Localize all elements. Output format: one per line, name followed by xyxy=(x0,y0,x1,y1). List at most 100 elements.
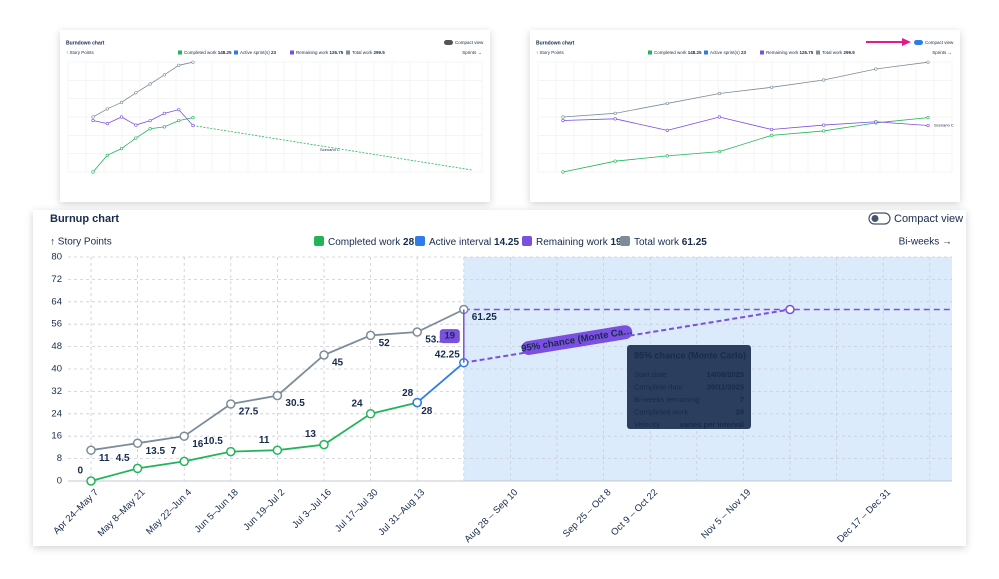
data-point xyxy=(132,438,143,448)
thumb-point xyxy=(191,60,195,64)
y-tick-label: 0 xyxy=(57,476,62,487)
thumb-line xyxy=(92,117,194,173)
data-label: 13.5 xyxy=(146,446,166,457)
thumb-point xyxy=(91,115,95,119)
legend-entry: Total work 61.25 xyxy=(634,237,707,248)
thumb-point xyxy=(148,119,152,123)
thumb-point xyxy=(134,91,138,95)
thumb-point xyxy=(162,125,167,129)
data-point xyxy=(179,431,189,441)
thumb-legend-swatch xyxy=(346,50,350,55)
thumb-line xyxy=(92,109,194,126)
thumbnail-panel xyxy=(60,30,490,202)
tooltip-value: varies per interval xyxy=(680,420,744,429)
data-point xyxy=(179,456,189,467)
y-tick-label: 40 xyxy=(51,364,62,375)
thumb-point xyxy=(119,100,124,104)
thumb-point xyxy=(874,120,878,124)
legend-swatch xyxy=(314,236,324,246)
thumb-point xyxy=(769,127,774,132)
thumb-toggle xyxy=(914,40,923,45)
compact-view: Compact view xyxy=(894,213,963,225)
thumb-y-label: ↑ Story Points xyxy=(66,50,95,55)
thumb-legend: Remaining work 126.75 xyxy=(766,50,814,55)
legend-value: 14.25 xyxy=(494,237,519,248)
forecast-badge-bg xyxy=(521,325,633,355)
legend-name: Active interval xyxy=(429,237,491,248)
thumb-point xyxy=(665,128,669,132)
thumb-forecast xyxy=(192,125,473,171)
chart-title: Burnup chart xyxy=(50,213,119,225)
legend-value: 23 xyxy=(271,50,277,55)
thumb-point xyxy=(191,123,195,128)
y-tick-label: 72 xyxy=(51,274,62,285)
thumb-legend-swatch xyxy=(234,50,238,55)
data-point xyxy=(132,463,143,474)
thumb-point xyxy=(105,153,109,157)
thumb-point xyxy=(769,85,774,89)
y-tick-label: 56 xyxy=(51,319,62,330)
data-point xyxy=(412,327,422,337)
thumb-point xyxy=(926,116,930,120)
legend-name: Remaining work xyxy=(296,50,329,55)
legend-name: Total work xyxy=(634,237,680,248)
legend-name: Active sprint(s) xyxy=(710,50,740,55)
thumb-point xyxy=(119,146,124,151)
thumb-point xyxy=(613,111,617,115)
data-label: 53.2 xyxy=(425,335,445,346)
thumb-y-label: ↑ Story Points xyxy=(536,50,565,55)
data-label: 13 xyxy=(305,429,317,440)
x-link[interactable]: Bi-weeks → xyxy=(899,237,952,248)
data-label: 7 xyxy=(171,446,177,457)
thumb-point xyxy=(665,154,669,158)
thumb-point xyxy=(822,129,826,133)
thumb-point xyxy=(822,78,826,82)
thumb-point xyxy=(134,136,138,140)
y-tick-label: 64 xyxy=(51,296,62,307)
thumb-point xyxy=(148,127,152,131)
y-axis-label: ↑ Story Points xyxy=(50,237,112,248)
legend-name: Active sprint(s) xyxy=(240,50,270,55)
thumb-x-link: Sprints → xyxy=(932,50,952,55)
thumb-point xyxy=(717,91,722,96)
thumb-legend: Total work 299.5 xyxy=(822,50,855,55)
legend-name: Remaining work xyxy=(536,237,609,248)
thumb-point xyxy=(613,117,617,121)
legend-entry: Active interval 14.25 xyxy=(429,237,519,248)
thumb-legend-swatch xyxy=(760,50,764,55)
legend-name: Completed work xyxy=(654,50,687,55)
thumb-annotation: Scenario C xyxy=(934,123,954,128)
thumb-legend: Completed work 148.25 xyxy=(184,50,232,55)
data-point xyxy=(365,409,376,419)
tooltip xyxy=(627,345,751,429)
series-line xyxy=(90,401,418,482)
thumb-point xyxy=(822,123,826,127)
tooltip-value: 14/08/2025 xyxy=(706,370,744,379)
thumb-point xyxy=(769,133,774,137)
legend-name: Total work xyxy=(822,50,843,55)
thumb-x-link: Sprints → xyxy=(462,50,482,55)
thumb-point xyxy=(91,118,95,123)
data-point xyxy=(86,445,96,455)
forecast-line xyxy=(463,308,791,364)
thumb-point xyxy=(148,82,152,86)
data-label: 24 xyxy=(351,398,363,409)
thumb-point xyxy=(119,115,124,119)
forecast-end xyxy=(785,304,795,315)
thumb-point xyxy=(191,116,195,120)
data-label: 0 xyxy=(77,466,83,477)
data-point xyxy=(412,397,422,408)
legend-value: 19 xyxy=(610,237,622,248)
thumbnail-panel xyxy=(530,30,960,202)
thumb-legend-swatch xyxy=(648,50,652,55)
thumb-legend-swatch xyxy=(816,50,820,55)
thumb-annotation: Scenario C xyxy=(320,147,340,152)
data-point xyxy=(86,476,96,486)
data-point xyxy=(319,350,329,360)
series-line xyxy=(416,362,465,404)
thumb-compact: Compact view xyxy=(925,40,954,45)
y-tick-label: 48 xyxy=(51,341,62,352)
legend-name: Completed work xyxy=(184,50,217,55)
